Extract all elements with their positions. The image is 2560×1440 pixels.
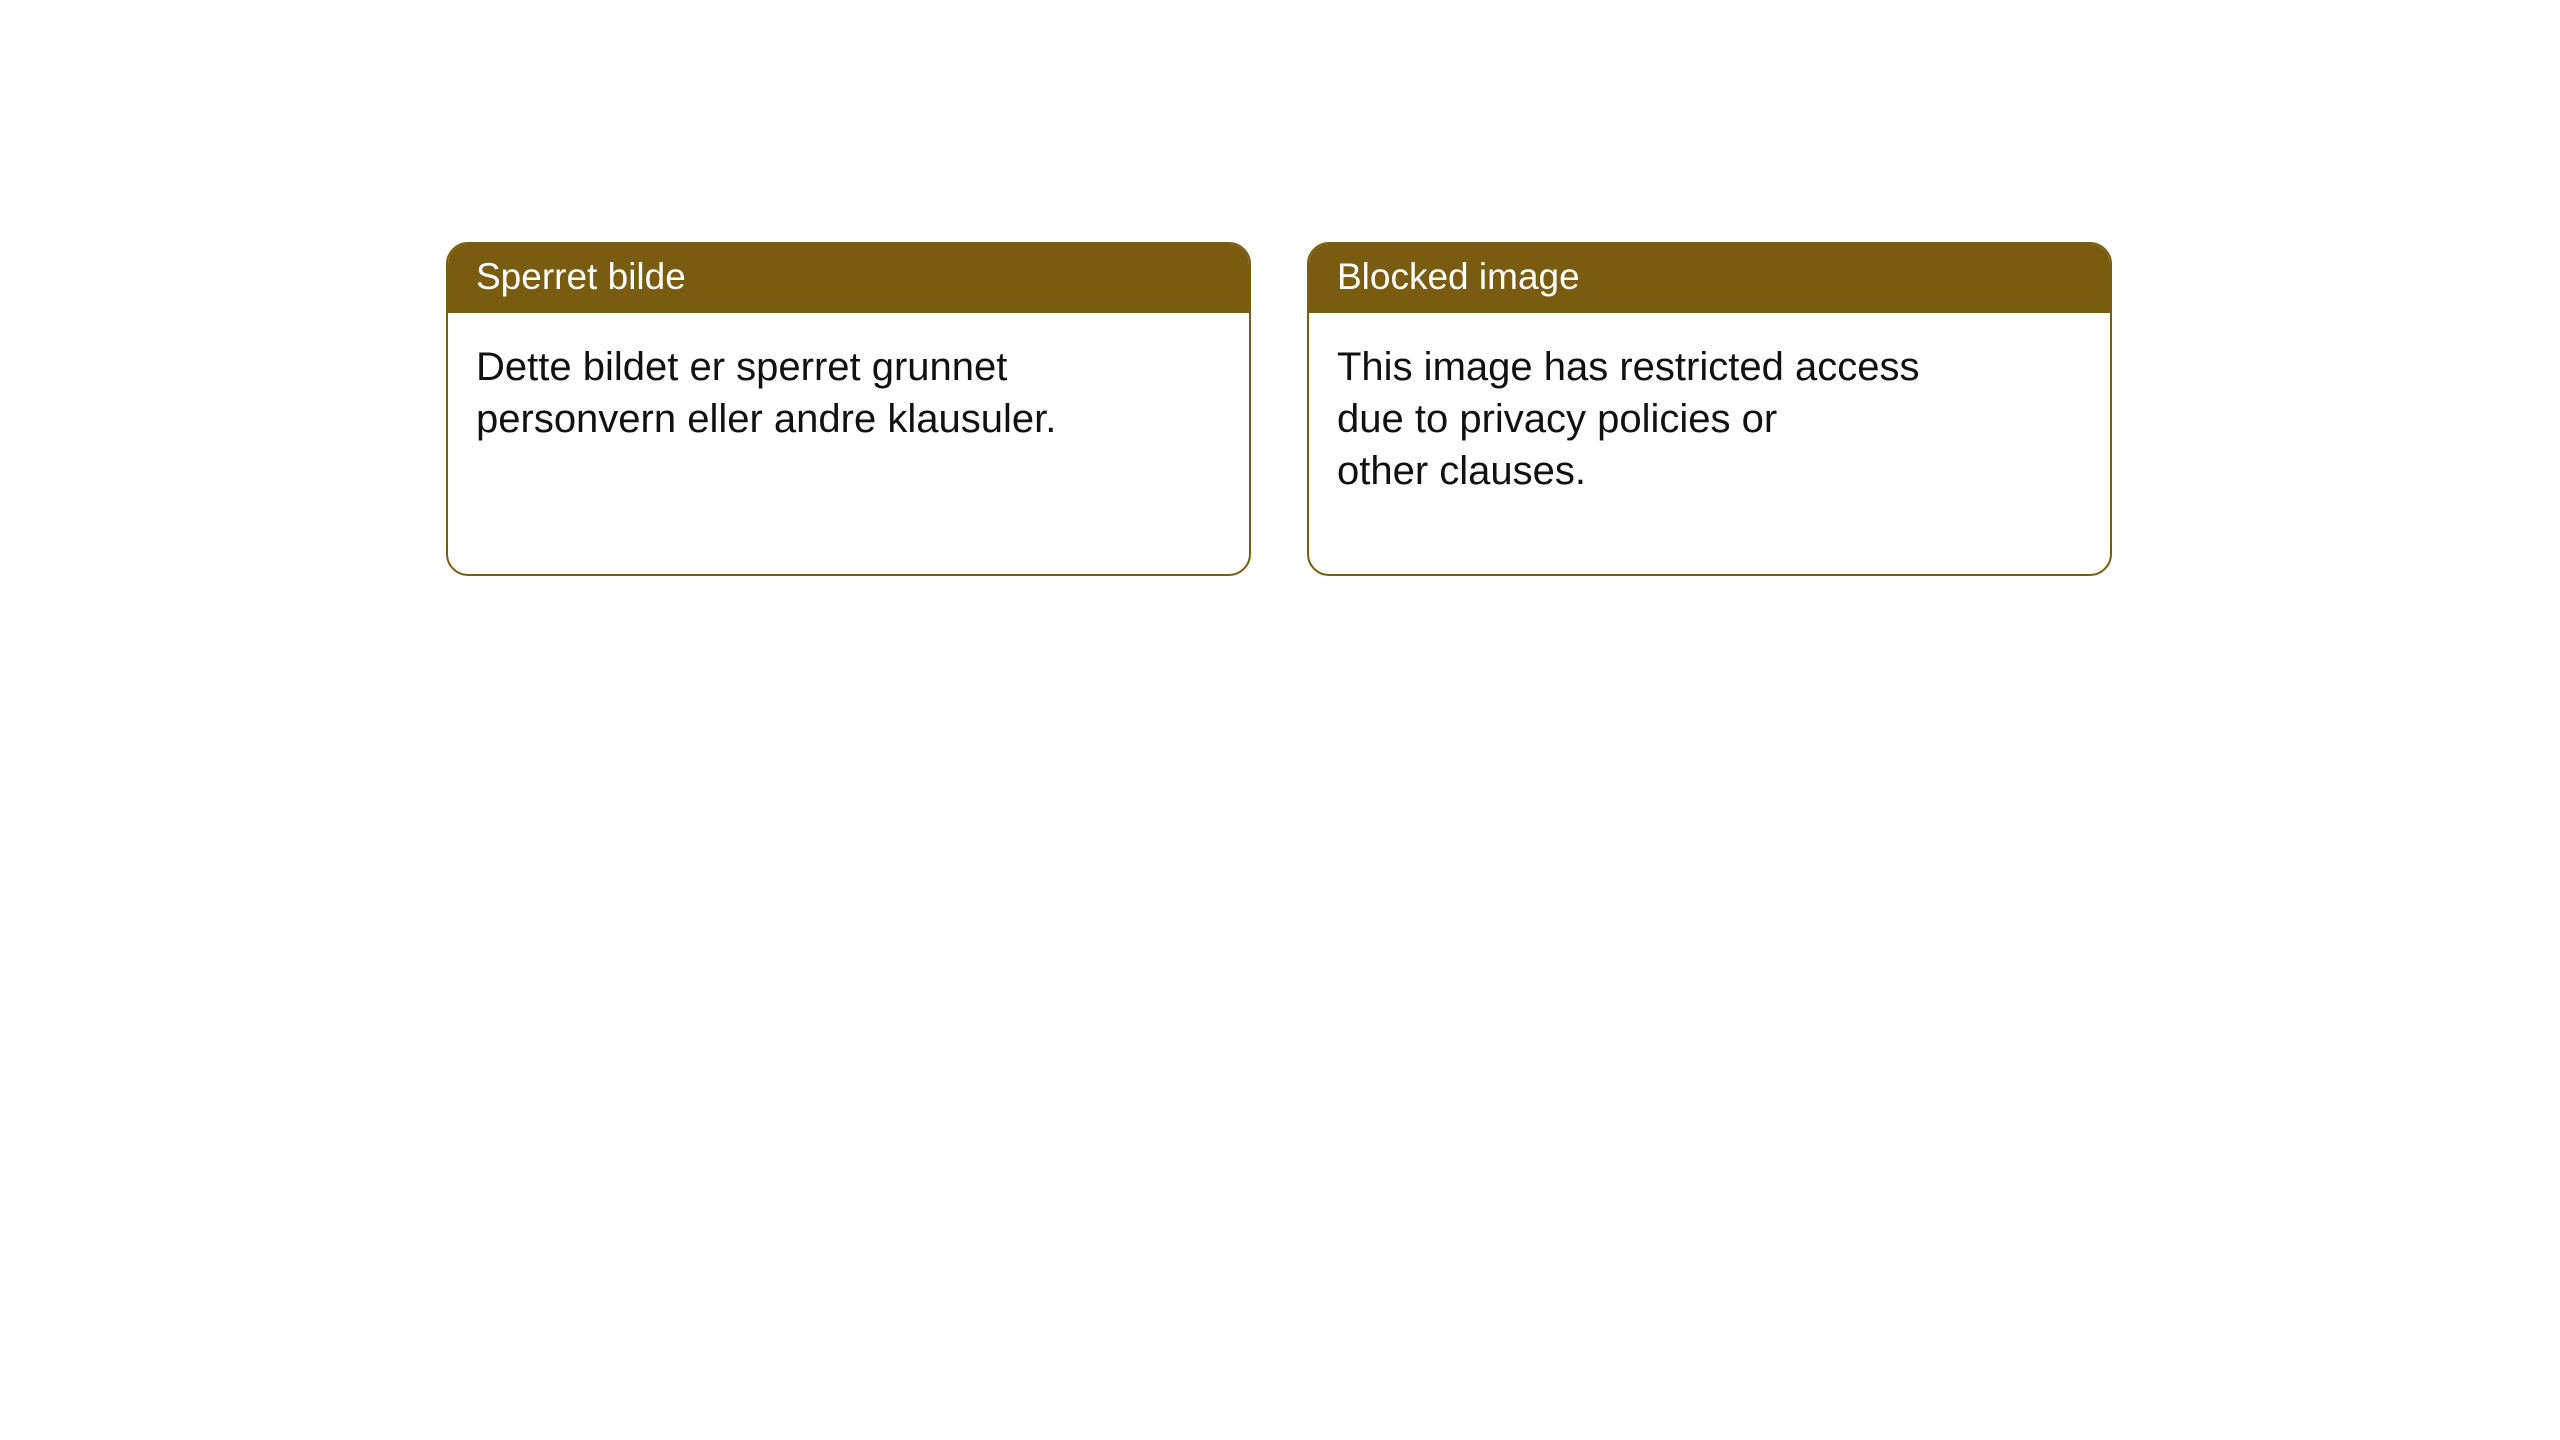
notice-card-title: Sperret bilde bbox=[476, 256, 1221, 299]
notice-card-body: Dette bildet er sperret grunnet personve… bbox=[448, 313, 1249, 473]
notice-card-title: Blocked image bbox=[1337, 256, 2082, 299]
notice-card-body: This image has restricted access due to … bbox=[1309, 313, 2110, 525]
notice-cards-row: Sperret bilde Dette bildet er sperret gr… bbox=[446, 242, 2112, 576]
notice-card-text: This image has restricted access due to … bbox=[1337, 341, 2082, 497]
notice-card-header: Blocked image bbox=[1309, 244, 2110, 313]
notice-card-english: Blocked image This image has restricted … bbox=[1307, 242, 2112, 576]
notice-card-norwegian: Sperret bilde Dette bildet er sperret gr… bbox=[446, 242, 1251, 576]
notice-card-header: Sperret bilde bbox=[448, 244, 1249, 313]
page-canvas: Sperret bilde Dette bildet er sperret gr… bbox=[0, 0, 2560, 1440]
notice-card-text: Dette bildet er sperret grunnet personve… bbox=[476, 341, 1221, 445]
